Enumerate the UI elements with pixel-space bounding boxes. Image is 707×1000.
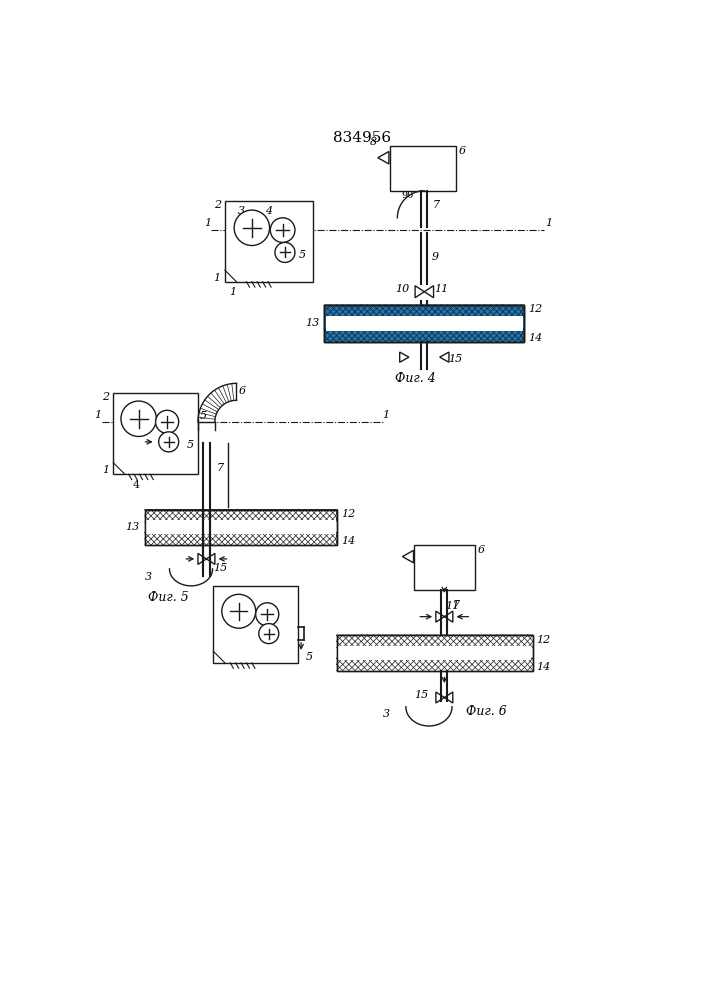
Text: 13: 13 [305,318,319,328]
Text: 13: 13 [125,522,139,532]
Circle shape [234,210,269,246]
Text: 1: 1 [94,410,101,420]
Text: 4: 4 [133,480,140,490]
Bar [325,305,525,342]
Text: 6: 6 [478,545,485,555]
Bar [145,510,337,545]
Text: 4: 4 [265,206,272,216]
Bar [326,316,523,331]
Text: 15: 15 [448,354,462,364]
Bar [325,305,525,342]
Bar [337,635,533,671]
Bar [113,393,198,474]
Text: 5: 5 [187,440,194,450]
Text: 7: 7 [432,200,440,210]
Text: Фиг. 5: Фиг. 5 [148,591,188,604]
Text: 5: 5 [200,411,207,421]
Circle shape [270,218,295,242]
Text: 3: 3 [383,709,390,719]
Text: 2: 2 [214,200,221,210]
Circle shape [222,594,256,628]
Text: 3: 3 [145,572,152,582]
Circle shape [156,410,179,433]
Bar [338,646,532,660]
Circle shape [259,624,279,644]
Text: Фиг. 4: Фиг. 4 [395,372,436,385]
Text: 14: 14 [341,536,355,546]
Text: 1: 1 [544,218,552,228]
Bar [145,510,337,545]
Text: 6: 6 [459,146,466,156]
Text: 90: 90 [402,191,414,200]
Text: 14: 14 [537,662,551,672]
Circle shape [256,603,279,626]
Text: 15: 15 [213,563,228,573]
Text: 5: 5 [298,250,305,260]
Text: 8: 8 [370,137,377,147]
Text: 6: 6 [239,386,246,396]
Bar [325,305,525,342]
Text: 11: 11 [434,284,448,294]
Text: 1: 1 [204,218,211,228]
Circle shape [158,432,179,452]
Text: 9: 9 [431,252,438,262]
Text: 12: 12 [341,509,355,519]
Text: 5: 5 [305,652,312,662]
Bar [146,520,336,534]
Text: 1: 1 [229,287,236,297]
Bar [225,201,313,282]
Text: 1: 1 [102,465,109,475]
Text: 7: 7 [452,600,460,610]
Bar [390,146,456,191]
Text: 3: 3 [238,206,245,216]
Text: 12: 12 [537,635,551,645]
Text: 7: 7 [217,463,224,473]
Text: 834956: 834956 [333,131,391,145]
Bar [214,586,298,663]
Text: 1: 1 [382,410,390,420]
Circle shape [121,401,156,436]
Text: 15: 15 [414,690,428,700]
Bar [337,635,533,671]
Text: 14: 14 [528,333,542,343]
Text: 1: 1 [214,273,221,283]
Circle shape [275,242,295,262]
Text: Фиг. 6: Фиг. 6 [467,705,507,718]
Text: 12: 12 [528,304,542,314]
Text: 2: 2 [102,392,109,402]
Bar [414,545,475,590]
Text: 11: 11 [445,601,459,611]
Text: 10: 10 [396,284,410,294]
